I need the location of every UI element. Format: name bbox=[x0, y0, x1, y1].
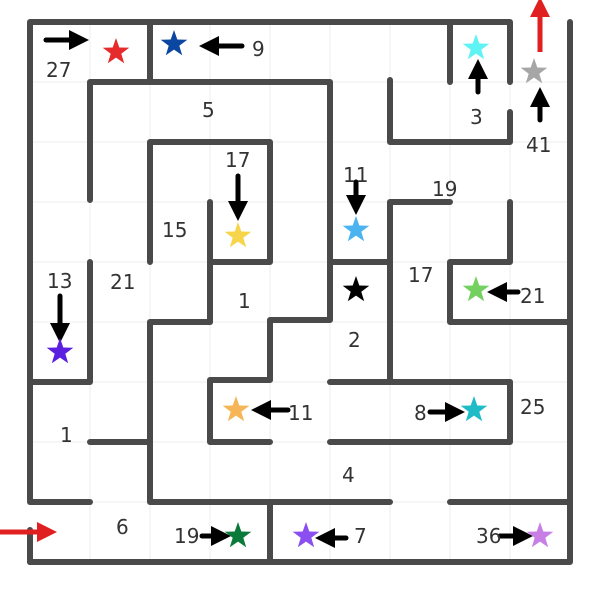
cell-label: 6 bbox=[116, 515, 129, 539]
cell-label: 1 bbox=[60, 423, 73, 447]
cell-label: 11 bbox=[343, 163, 368, 187]
direction-arrows bbox=[43, 30, 550, 548]
star-icon bbox=[222, 396, 250, 422]
star-icon bbox=[462, 276, 490, 302]
cell-label: 36 bbox=[476, 524, 501, 548]
cell-label: 19 bbox=[432, 177, 457, 201]
star-icon bbox=[224, 222, 252, 248]
cell-label: 19 bbox=[174, 524, 199, 548]
cell-label: 13 bbox=[47, 269, 72, 293]
star-icon bbox=[462, 34, 490, 60]
star-icon bbox=[520, 58, 548, 84]
cell-label: 11 bbox=[288, 401, 313, 425]
cell-label: 25 bbox=[520, 395, 545, 419]
star-icon bbox=[342, 216, 370, 242]
cell-label: 8 bbox=[414, 401, 427, 425]
star-icon bbox=[46, 338, 74, 364]
cell-label: 21 bbox=[520, 284, 545, 308]
cell-label: 1 bbox=[238, 289, 251, 313]
star-icon bbox=[342, 276, 370, 302]
cell-label: 41 bbox=[526, 133, 551, 157]
outer-wall-top bbox=[27, 19, 513, 503]
cell-label: 17 bbox=[408, 263, 433, 287]
cell-label: 7 bbox=[354, 524, 367, 548]
outer-wall-right bbox=[27, 19, 573, 565]
cell-labels: 27 9 5 17 3 41 11 19 15 13 21 1 17 21 2 … bbox=[46, 37, 551, 548]
cell-label: 3 bbox=[470, 105, 483, 129]
cell-label: 4 bbox=[342, 463, 355, 487]
star-icon bbox=[292, 522, 320, 548]
star-icon bbox=[224, 522, 252, 548]
star-icon bbox=[526, 522, 554, 548]
cell-label: 21 bbox=[110, 270, 135, 294]
star-icon bbox=[160, 30, 188, 56]
cell-label: 27 bbox=[46, 58, 71, 82]
cell-label: 17 bbox=[225, 148, 250, 172]
star-icon bbox=[102, 38, 130, 64]
star-icon bbox=[460, 396, 488, 422]
cell-label: 15 bbox=[162, 218, 187, 242]
cell-label: 2 bbox=[348, 328, 361, 352]
maze-walls bbox=[27, 19, 573, 565]
cell-label: 9 bbox=[252, 37, 265, 61]
cell-label: 5 bbox=[202, 98, 215, 122]
